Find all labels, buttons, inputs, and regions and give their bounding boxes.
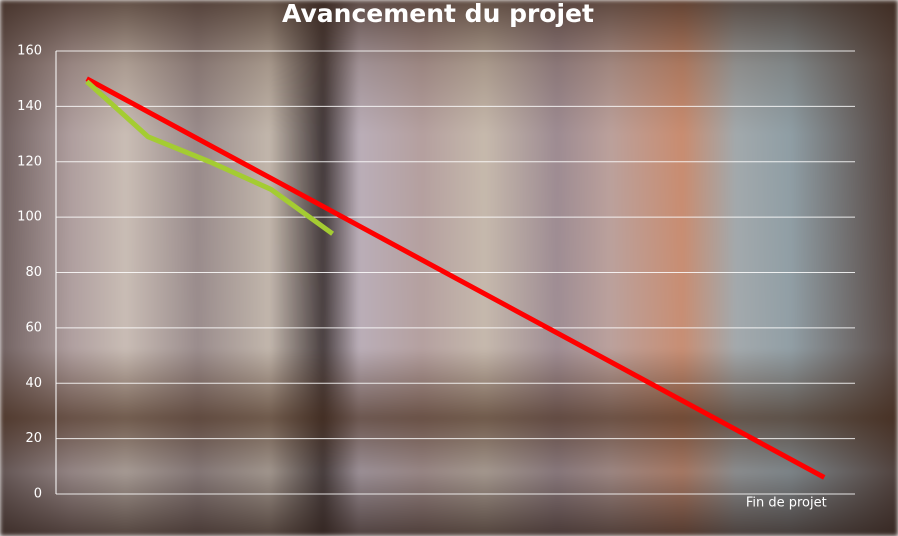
y-tick-label: 20 [25, 431, 42, 446]
y-tick-label: 120 [17, 154, 42, 169]
y-tick-label: 80 [25, 265, 42, 280]
y-tick-label: 160 [17, 44, 42, 59]
y-tick-label: 60 [25, 320, 42, 335]
y-tick-label: 100 [17, 210, 42, 225]
y-tick-label: 140 [17, 99, 42, 114]
y-tick-label: 40 [25, 376, 42, 391]
series-line [85, 79, 335, 236]
chart-title: Avancement du projet [282, 0, 594, 28]
series-line [85, 76, 826, 480]
x-tick-label: Fin de projet [746, 496, 827, 511]
y-tick-label: 0 [34, 487, 42, 502]
